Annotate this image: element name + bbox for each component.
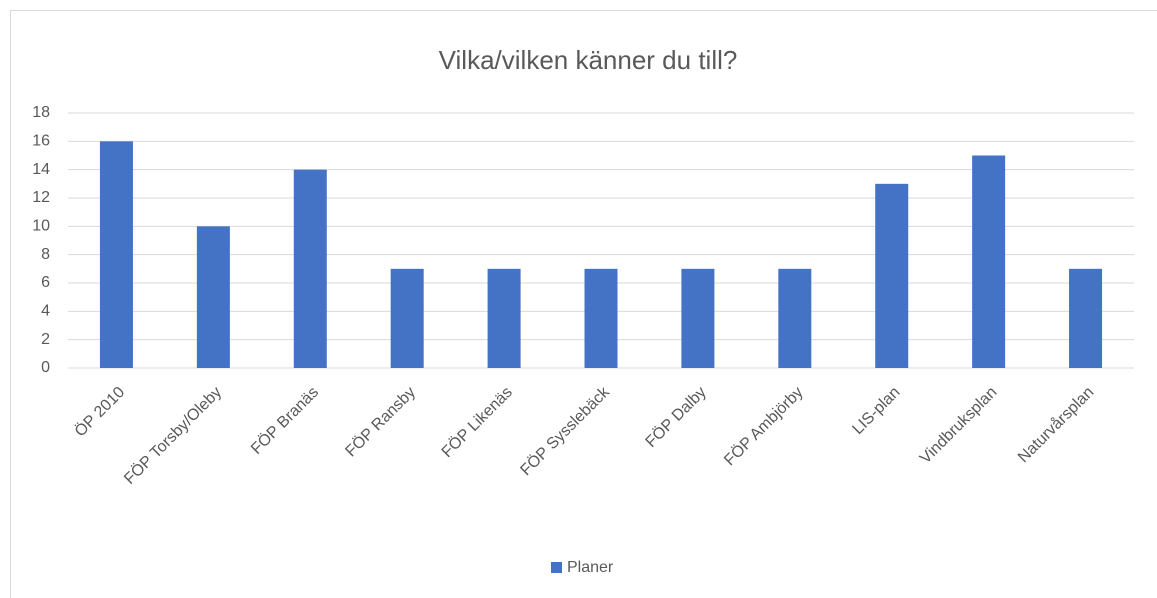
chart-title: Vilka/vilken känner du till? bbox=[439, 45, 738, 75]
y-tick-label: 18 bbox=[32, 104, 50, 121]
y-tick-label: 2 bbox=[41, 331, 50, 348]
bar bbox=[875, 183, 909, 368]
y-tick-label: 16 bbox=[32, 133, 50, 150]
y-tick-label: 8 bbox=[41, 246, 50, 263]
y-tick-label: 4 bbox=[41, 303, 50, 320]
y-tick-label: 10 bbox=[32, 218, 50, 235]
legend-swatch bbox=[551, 562, 562, 573]
bar bbox=[972, 155, 1006, 368]
y-tick-label: 6 bbox=[41, 274, 50, 291]
bar bbox=[99, 141, 133, 368]
bar bbox=[778, 268, 812, 368]
y-tick-label: 14 bbox=[32, 161, 50, 178]
bar bbox=[1069, 268, 1103, 368]
legend-label: Planer bbox=[567, 559, 614, 576]
bar bbox=[584, 268, 618, 368]
bar bbox=[681, 268, 715, 368]
bar bbox=[196, 226, 230, 368]
bar bbox=[487, 268, 521, 368]
bar bbox=[293, 169, 327, 368]
y-tick-label: 0 bbox=[41, 359, 50, 376]
y-tick-label: 12 bbox=[32, 189, 50, 206]
bar bbox=[390, 268, 424, 368]
